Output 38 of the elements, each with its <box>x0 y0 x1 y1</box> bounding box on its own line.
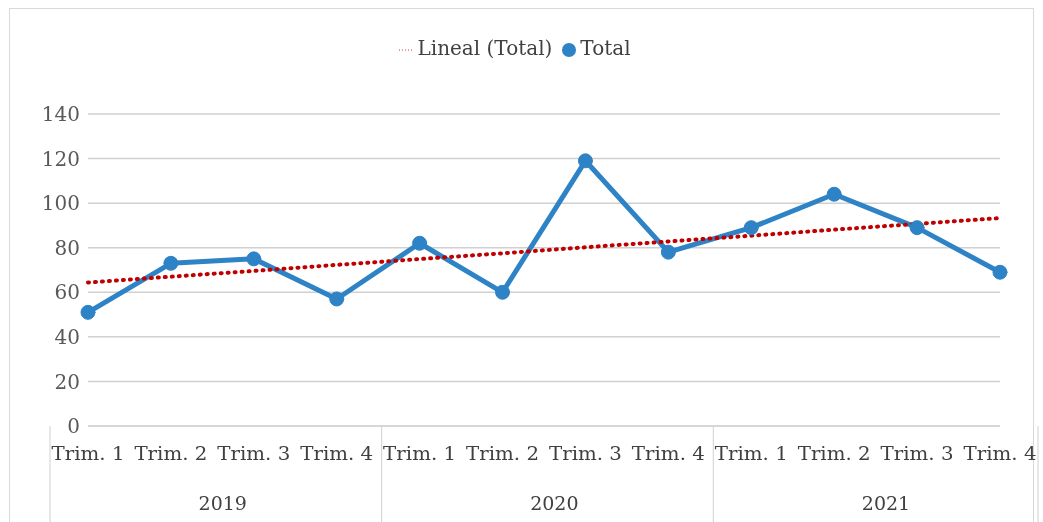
point <box>992 264 1008 280</box>
point <box>163 255 179 271</box>
point <box>577 153 593 169</box>
x-tick-label: Trim. 1 <box>714 442 788 464</box>
legend-label: Total <box>580 36 631 60</box>
y-tick-label: 20 <box>54 369 80 394</box>
x-tick-label: Trim. 3 <box>548 442 622 464</box>
text: 2021 <box>861 492 911 514</box>
point <box>660 244 676 260</box>
point <box>826 186 842 202</box>
y-tick-label: 40 <box>54 324 80 349</box>
x-tick-label: Trim. 3 <box>880 442 954 464</box>
x-tick-label: Trim. 4 <box>631 442 705 464</box>
point <box>80 304 96 320</box>
point <box>246 251 262 267</box>
text: 2020 <box>530 492 579 514</box>
point <box>743 220 759 236</box>
x-tick-label: Trim. 2 <box>466 442 540 464</box>
point <box>909 220 925 236</box>
point <box>329 291 345 307</box>
point <box>412 235 428 251</box>
y-tick-label: 0 <box>67 414 80 439</box>
x-tick-label: Trim. 4 <box>300 442 374 464</box>
x-tick-label: Trim. 1 <box>383 442 457 464</box>
line-series <box>86 216 1002 285</box>
x-tick-label: Trim. 1 <box>51 442 125 464</box>
x-tick-label: Trim. 4 <box>963 442 1037 464</box>
x-tick-label: Trim. 2 <box>797 442 871 464</box>
point <box>495 284 511 300</box>
x-tick-label: Trim. 3 <box>217 442 291 464</box>
text: 2019 <box>198 492 247 514</box>
y-tick-label: 120 <box>41 146 80 171</box>
legend-label: Lineal (Total) <box>417 36 553 60</box>
y-tick-label: 60 <box>54 280 80 305</box>
y-tick-label: 80 <box>54 235 80 260</box>
y-tick-label: 140 <box>41 102 80 127</box>
x-tick-label: Trim. 2 <box>134 442 208 464</box>
y-tick-label: 100 <box>41 191 80 216</box>
